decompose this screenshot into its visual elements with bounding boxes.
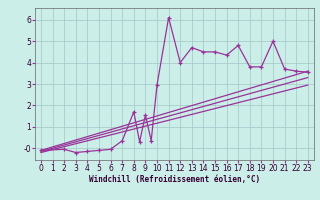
X-axis label: Windchill (Refroidissement éolien,°C): Windchill (Refroidissement éolien,°C): [89, 175, 260, 184]
